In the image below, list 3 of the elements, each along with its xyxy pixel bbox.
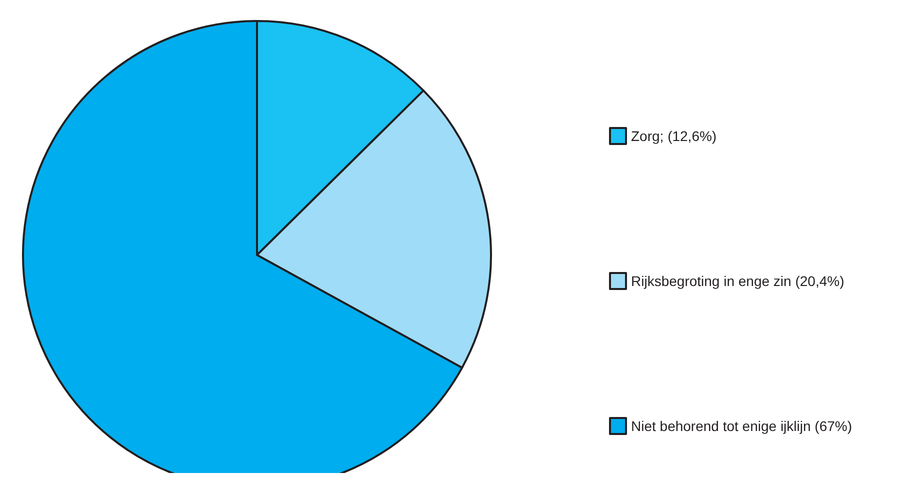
legend-label: Rijksbegroting in enge zin (20,4%) xyxy=(631,273,844,289)
legend-label: Niet behorend tot enige ijklijn (67%) xyxy=(631,418,852,434)
legend-label: Zorg; (12,6%) xyxy=(631,128,717,144)
